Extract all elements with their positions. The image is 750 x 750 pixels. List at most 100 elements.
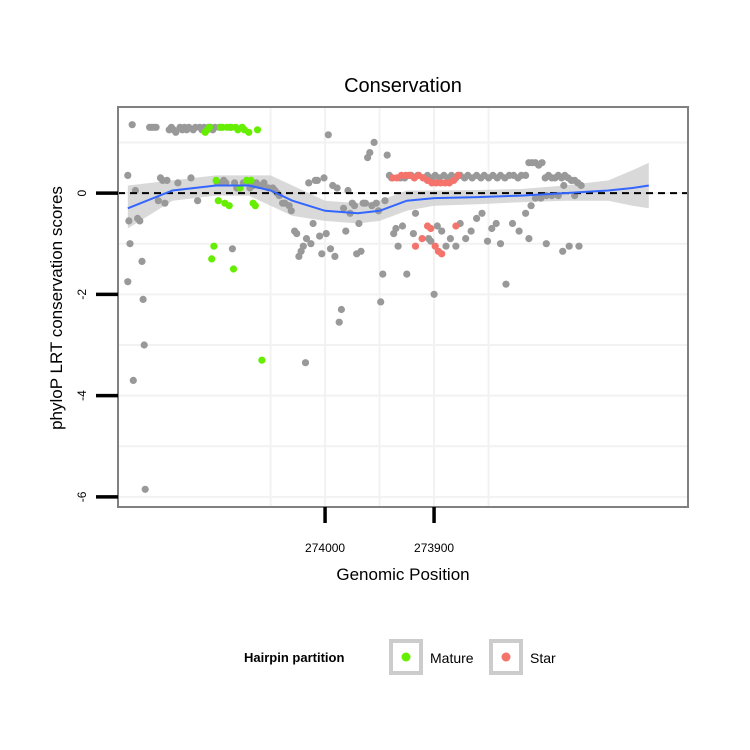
- point-other: [467, 227, 475, 235]
- point-other: [379, 270, 387, 278]
- point-star: [452, 222, 460, 230]
- point-other: [172, 128, 180, 136]
- point-other: [340, 204, 348, 212]
- panel-border: [117, 106, 689, 508]
- legend-entry-mature: Mature: [389, 639, 474, 675]
- point-other: [542, 240, 550, 248]
- legend: Hairpin partition Mature Star: [244, 639, 556, 675]
- point-mature: [251, 202, 259, 210]
- legend-swatch-star: [501, 652, 511, 662]
- point-other: [322, 230, 330, 238]
- point-other: [565, 242, 573, 250]
- point-other: [538, 159, 546, 167]
- legend-label-star: Star: [530, 650, 556, 666]
- point-other: [527, 202, 535, 210]
- point-other: [293, 230, 301, 238]
- point-other: [141, 485, 149, 493]
- point-other: [433, 222, 441, 230]
- legend-label-mature: Mature: [430, 650, 474, 666]
- point-other: [174, 179, 182, 187]
- point-other: [559, 247, 567, 255]
- point-star: [450, 176, 458, 184]
- point-other: [187, 174, 195, 182]
- point-mature: [214, 197, 222, 205]
- point-other: [462, 235, 470, 243]
- point-other: [383, 151, 391, 159]
- point-other: [560, 181, 568, 190]
- point-other: [302, 235, 311, 243]
- point-other: [161, 199, 169, 207]
- point-other: [138, 257, 146, 265]
- point-star: [454, 171, 462, 179]
- point-mature: [212, 176, 220, 184]
- point-other: [126, 240, 134, 248]
- point-other: [381, 197, 389, 205]
- y-tick-label: -2: [75, 289, 89, 300]
- point-other: [525, 235, 533, 243]
- point-other: [370, 138, 378, 146]
- point-other: [129, 376, 137, 384]
- point-other: [409, 230, 417, 238]
- legend-entry-star: Star: [489, 639, 556, 675]
- x-axis-title: Genomic Position: [336, 565, 469, 584]
- point-other: [531, 194, 540, 202]
- point-other: [228, 245, 236, 253]
- point-other: [305, 179, 313, 187]
- point-other: [427, 237, 435, 245]
- point-other: [313, 176, 321, 184]
- point-other: [194, 197, 202, 205]
- point-other: [366, 149, 374, 157]
- point-other: [331, 252, 339, 260]
- point-mature: [258, 356, 266, 364]
- smooth-confidence-band: [127, 162, 649, 229]
- point-other: [335, 318, 343, 326]
- point-other: [316, 232, 324, 240]
- point-other: [377, 298, 385, 306]
- legend-key-star: [489, 639, 523, 675]
- point-star: [418, 235, 426, 243]
- point-other: [357, 247, 365, 255]
- point-other: [124, 278, 132, 286]
- point-mature: [253, 126, 262, 134]
- point-other: [307, 240, 315, 248]
- point-other: [154, 197, 162, 205]
- y-axis-title: phyloP LRT conservation scores: [47, 186, 66, 430]
- point-other: [163, 176, 171, 184]
- point-other: [452, 242, 460, 250]
- point-other: [320, 174, 328, 182]
- point-mature: [245, 128, 253, 136]
- point-other: [392, 224, 400, 233]
- point-mature: [225, 202, 233, 210]
- legend-key-mature: [389, 639, 423, 675]
- point-other: [326, 245, 335, 253]
- point-other: [430, 290, 438, 298]
- point-other: [522, 171, 530, 179]
- point-star: [411, 242, 420, 250]
- point-other: [473, 214, 481, 222]
- legend-title: Hairpin partition: [244, 650, 344, 665]
- point-other: [128, 121, 136, 129]
- x-tick-label: 273900: [414, 541, 454, 555]
- point-other: [446, 235, 454, 243]
- point-other: [350, 202, 359, 210]
- point-other: [299, 242, 307, 250]
- point-mature: [208, 255, 216, 263]
- point-other: [515, 227, 523, 235]
- y-tick-label: 0: [75, 189, 89, 196]
- point-other: [318, 250, 326, 258]
- point-other: [355, 219, 363, 228]
- point-other: [398, 222, 407, 230]
- point-other: [522, 209, 530, 217]
- point-other: [438, 227, 446, 235]
- point-other: [136, 217, 144, 225]
- point-mature: [205, 123, 214, 131]
- point-other: [337, 305, 345, 314]
- point-other: [508, 219, 517, 228]
- point-other: [309, 219, 317, 228]
- legend-swatch-mature: [401, 652, 411, 662]
- point-other: [492, 219, 500, 228]
- y-tick-label: -4: [75, 390, 89, 401]
- point-other: [333, 184, 341, 192]
- point-star: [438, 250, 446, 258]
